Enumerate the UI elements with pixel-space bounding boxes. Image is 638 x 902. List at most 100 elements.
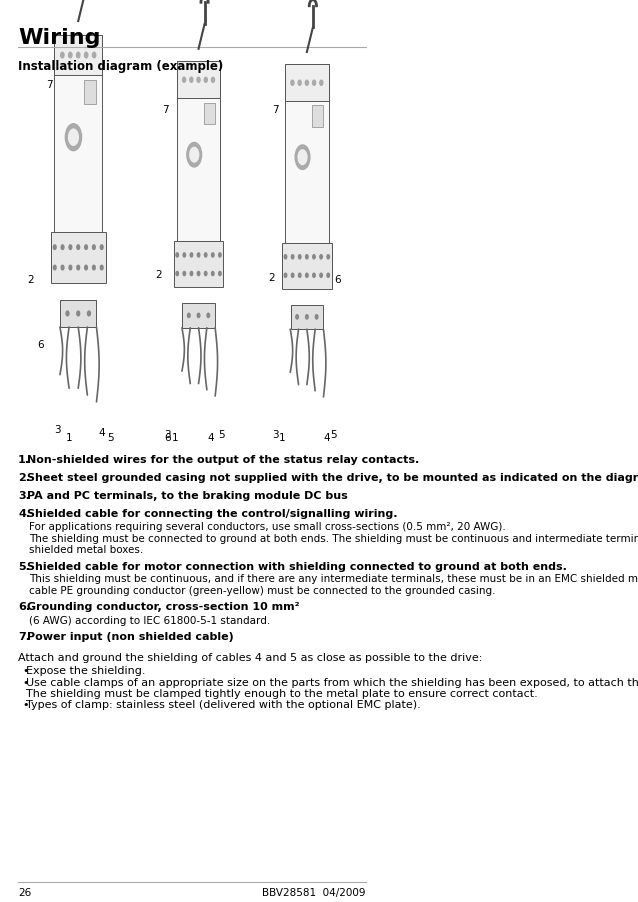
Bar (174, 242, 223, 288)
Circle shape (77, 312, 80, 317)
Circle shape (183, 272, 186, 276)
Circle shape (69, 266, 71, 271)
Circle shape (93, 53, 96, 59)
Text: 7: 7 (272, 105, 279, 115)
Text: Shielded cable for connecting the control/signalling wiring.: Shielded cable for connecting the contro… (27, 509, 397, 519)
Circle shape (182, 78, 186, 83)
Bar (291, 305, 323, 330)
Text: 7: 7 (162, 105, 168, 115)
Text: 4: 4 (323, 433, 330, 443)
Circle shape (306, 255, 308, 260)
Circle shape (54, 266, 56, 271)
Circle shape (204, 253, 207, 258)
Circle shape (320, 255, 322, 260)
Text: 7.: 7. (18, 631, 30, 641)
Circle shape (190, 78, 193, 83)
Circle shape (197, 78, 200, 83)
Text: Types of clamp: stainless steel (delivered with the optional EMC plate).: Types of clamp: stainless steel (deliver… (26, 700, 421, 710)
Circle shape (61, 53, 64, 59)
Circle shape (295, 146, 310, 170)
Text: The shielding must be connected to ground at both ends. The shielding must be co: The shielding must be connected to groun… (29, 533, 638, 543)
Circle shape (212, 272, 214, 276)
Circle shape (306, 316, 308, 319)
Text: •: • (22, 676, 29, 686)
Text: Attach and ground the shielding of cables 4 and 5 as close as possible to the dr: Attach and ground the shielding of cable… (18, 652, 482, 662)
Bar (54, 35, 102, 233)
Text: 6: 6 (164, 433, 171, 443)
Text: 4: 4 (98, 428, 105, 437)
Text: 1: 1 (172, 433, 178, 443)
Text: 4: 4 (207, 433, 214, 443)
Text: 2: 2 (155, 270, 162, 280)
Text: Installation diagram (example): Installation diagram (example) (18, 60, 223, 73)
Text: Power input (non shielded cable): Power input (non shielded cable) (27, 631, 234, 641)
Circle shape (176, 272, 179, 276)
Text: This shielding must be continuous, and if there are any intermediate terminals, : This shielding must be continuous, and i… (29, 574, 638, 584)
Text: Use cable clamps of an appropriate size on the parts from which the shielding ha: Use cable clamps of an appropriate size … (26, 676, 638, 686)
Circle shape (69, 245, 71, 250)
Text: 1.: 1. (18, 455, 30, 465)
Bar (61, 300, 96, 327)
Circle shape (66, 312, 69, 317)
Circle shape (77, 53, 80, 59)
Bar (177, 62, 220, 242)
Bar (51, 233, 106, 283)
Circle shape (85, 245, 87, 250)
Text: For applications requiring several conductors, use small cross-sections (0.5 mm²: For applications requiring several condu… (29, 521, 506, 531)
Circle shape (190, 272, 193, 276)
Bar (182, 304, 215, 328)
Text: 2.: 2. (18, 473, 30, 483)
Circle shape (306, 274, 308, 278)
Circle shape (204, 78, 207, 83)
Circle shape (197, 314, 200, 318)
Circle shape (296, 316, 299, 319)
Text: cable PE grounding conductor (green-yellow) must be connected to the grounded ca: cable PE grounding conductor (green-yell… (29, 585, 495, 595)
Circle shape (77, 266, 80, 271)
Bar (84, 81, 96, 105)
Circle shape (190, 253, 193, 258)
Circle shape (327, 255, 329, 260)
Circle shape (285, 274, 286, 278)
Circle shape (306, 81, 308, 87)
Circle shape (298, 151, 307, 165)
Text: •: • (22, 700, 29, 710)
Circle shape (299, 255, 301, 260)
Text: 3: 3 (54, 425, 61, 435)
Bar (177, 62, 220, 99)
Text: 5: 5 (330, 429, 336, 439)
Text: 7: 7 (46, 80, 52, 90)
Circle shape (69, 130, 78, 146)
Circle shape (211, 78, 214, 83)
Text: 2: 2 (27, 275, 34, 285)
Circle shape (197, 253, 200, 258)
Circle shape (69, 53, 72, 59)
Text: Wiring: Wiring (18, 28, 101, 48)
Circle shape (197, 272, 200, 276)
Text: 5: 5 (218, 429, 225, 439)
Text: (6 AWG) according to IEC 61800-5-1 standard.: (6 AWG) according to IEC 61800-5-1 stand… (29, 615, 270, 625)
Circle shape (100, 266, 103, 271)
Text: 3: 3 (272, 429, 279, 439)
Text: Shielded cable for motor connection with shielding connected to ground at both e: Shielded cable for motor connection with… (27, 561, 567, 571)
Bar (282, 244, 332, 290)
Circle shape (315, 316, 318, 319)
Text: 5.: 5. (18, 561, 30, 571)
Text: 1: 1 (66, 433, 73, 443)
Circle shape (207, 314, 210, 318)
Circle shape (299, 274, 301, 278)
Circle shape (285, 255, 286, 260)
Text: 1: 1 (279, 433, 286, 443)
Circle shape (85, 266, 87, 271)
Circle shape (212, 253, 214, 258)
Circle shape (219, 272, 221, 276)
Circle shape (313, 81, 316, 87)
Circle shape (65, 124, 82, 152)
Circle shape (100, 245, 103, 250)
Bar (285, 65, 329, 102)
Text: The shielding must be clamped tightly enough to the metal plate to ensure correc: The shielding must be clamped tightly en… (26, 688, 538, 698)
Text: 2: 2 (269, 272, 275, 282)
Text: 26: 26 (18, 887, 31, 897)
Bar (204, 104, 214, 125)
Text: Expose the shielding.: Expose the shielding. (26, 666, 146, 676)
Circle shape (188, 314, 190, 318)
